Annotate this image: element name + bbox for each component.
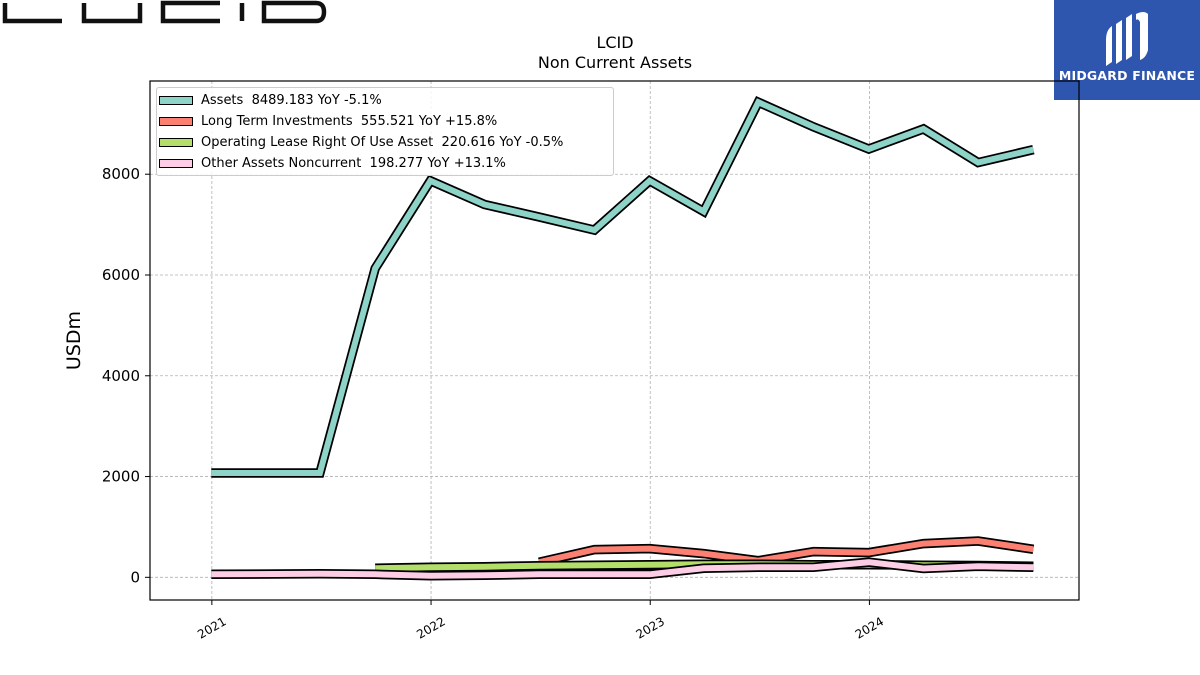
y-tick-label: 4000 [102,367,140,385]
chart-legend: Assets 8489.183 YoY -5.1% Long Term Inve… [156,87,614,176]
legend-label-other-assets: Other Assets Noncurrent 198.277 YoY +13.… [201,155,506,171]
legend-swatch-assets [159,95,193,105]
x-tick-label: 2024 [853,614,886,641]
series-assets [211,96,1035,478]
legend-swatch-long-term-investments [159,116,193,126]
series-long-term-investments [538,536,1035,567]
y-tick-label: 0 [130,568,140,586]
lucid-logo [2,0,327,24]
y-tick-label: 2000 [102,468,140,486]
legend-swatch-operating-lease [159,137,193,147]
chart-title: LCID [596,33,634,52]
series-line [538,537,1034,566]
x-tick-label: 2023 [634,614,667,641]
legend-label-assets: Assets 8489.183 YoY -5.1% [201,92,382,108]
series-other-assets-noncurrent [211,557,1034,581]
y-tick-label: 6000 [102,266,140,284]
legend-item-long-term-investments: Long Term Investments 555.521 YoY +15.8% [159,112,497,130]
legend-item-other-assets: Other Assets Noncurrent 198.277 YoY +13.… [159,154,506,172]
legend-label-operating-lease: Operating Lease Right Of Use Asset 220.6… [201,134,564,150]
x-tick-label: 2021 [195,614,228,641]
midgard-finance-badge: MIDGARD FINANCE [1054,0,1200,100]
chart-subtitle: Non Current Assets [537,53,693,72]
y-axis-label: USDm [63,311,85,370]
legend-item-operating-lease: Operating Lease Right Of Use Asset 220.6… [159,133,563,151]
plot-frame [149,80,1080,601]
badge-text: MIDGARD FINANCE [1058,68,1196,83]
legend-item-assets: Assets 8489.183 YoY -5.1% [159,91,382,109]
midgard-logo-icon [1106,12,1148,66]
legend-label-long-term-investments: Long Term Investments 555.521 YoY +15.8% [201,113,498,129]
x-tick-label: 2022 [414,614,447,641]
y-tick-label: 8000 [102,165,140,183]
legend-swatch-other-assets [159,158,193,168]
